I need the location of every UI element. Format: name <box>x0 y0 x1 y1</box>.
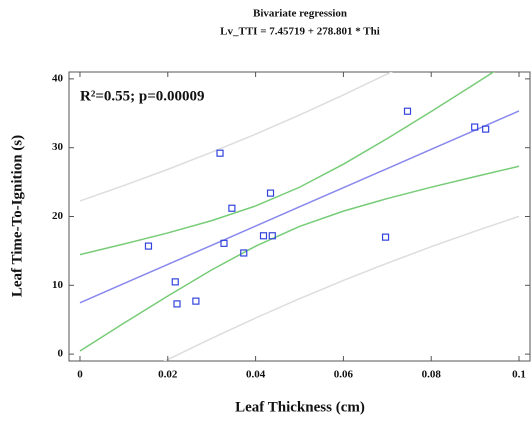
y-tick-label: 10 <box>52 279 64 291</box>
point <box>268 232 276 240</box>
regression-curve <box>79 165 520 352</box>
regression-curve <box>79 72 393 202</box>
x-tick-label: 0.06 <box>334 369 354 381</box>
regression-curve <box>163 215 520 361</box>
chart-title: Bivariate regression <box>253 8 347 20</box>
x-tick-label: 0.04 <box>246 369 266 381</box>
point <box>471 123 479 131</box>
x-axis-label: Leaf Thickness (cm) <box>235 399 365 415</box>
y-tick-label: 30 <box>52 141 64 153</box>
x-tick-label: 0.1 <box>512 369 526 381</box>
point <box>228 204 236 212</box>
x-tick-label: 0.08 <box>422 369 442 381</box>
point <box>403 107 412 115</box>
point <box>266 189 275 197</box>
point <box>259 232 268 240</box>
regression-curve <box>79 110 520 304</box>
point <box>381 233 390 241</box>
point <box>220 239 228 247</box>
y-tick-label: 0 <box>58 348 64 360</box>
point <box>216 149 224 157</box>
y-tick-label: 20 <box>52 210 64 222</box>
y-axis-label: Leaf Time-To-Ignition (s) <box>9 135 25 297</box>
y-tick-label: 40 <box>52 72 64 84</box>
point <box>144 242 153 250</box>
annotation: R²=0.55; p=0.00009 <box>80 88 205 104</box>
curves <box>79 72 520 361</box>
point <box>173 300 181 308</box>
point <box>171 278 179 286</box>
regression-curve <box>79 72 495 256</box>
chart-subtitle: Lv_TTI = 7.45719 + 278.801 * Thi <box>220 26 380 38</box>
point <box>482 125 490 133</box>
point <box>240 249 248 257</box>
x-tick-label: 0.02 <box>158 369 178 381</box>
point <box>192 297 200 305</box>
x-tick-label: 0 <box>77 369 83 381</box>
